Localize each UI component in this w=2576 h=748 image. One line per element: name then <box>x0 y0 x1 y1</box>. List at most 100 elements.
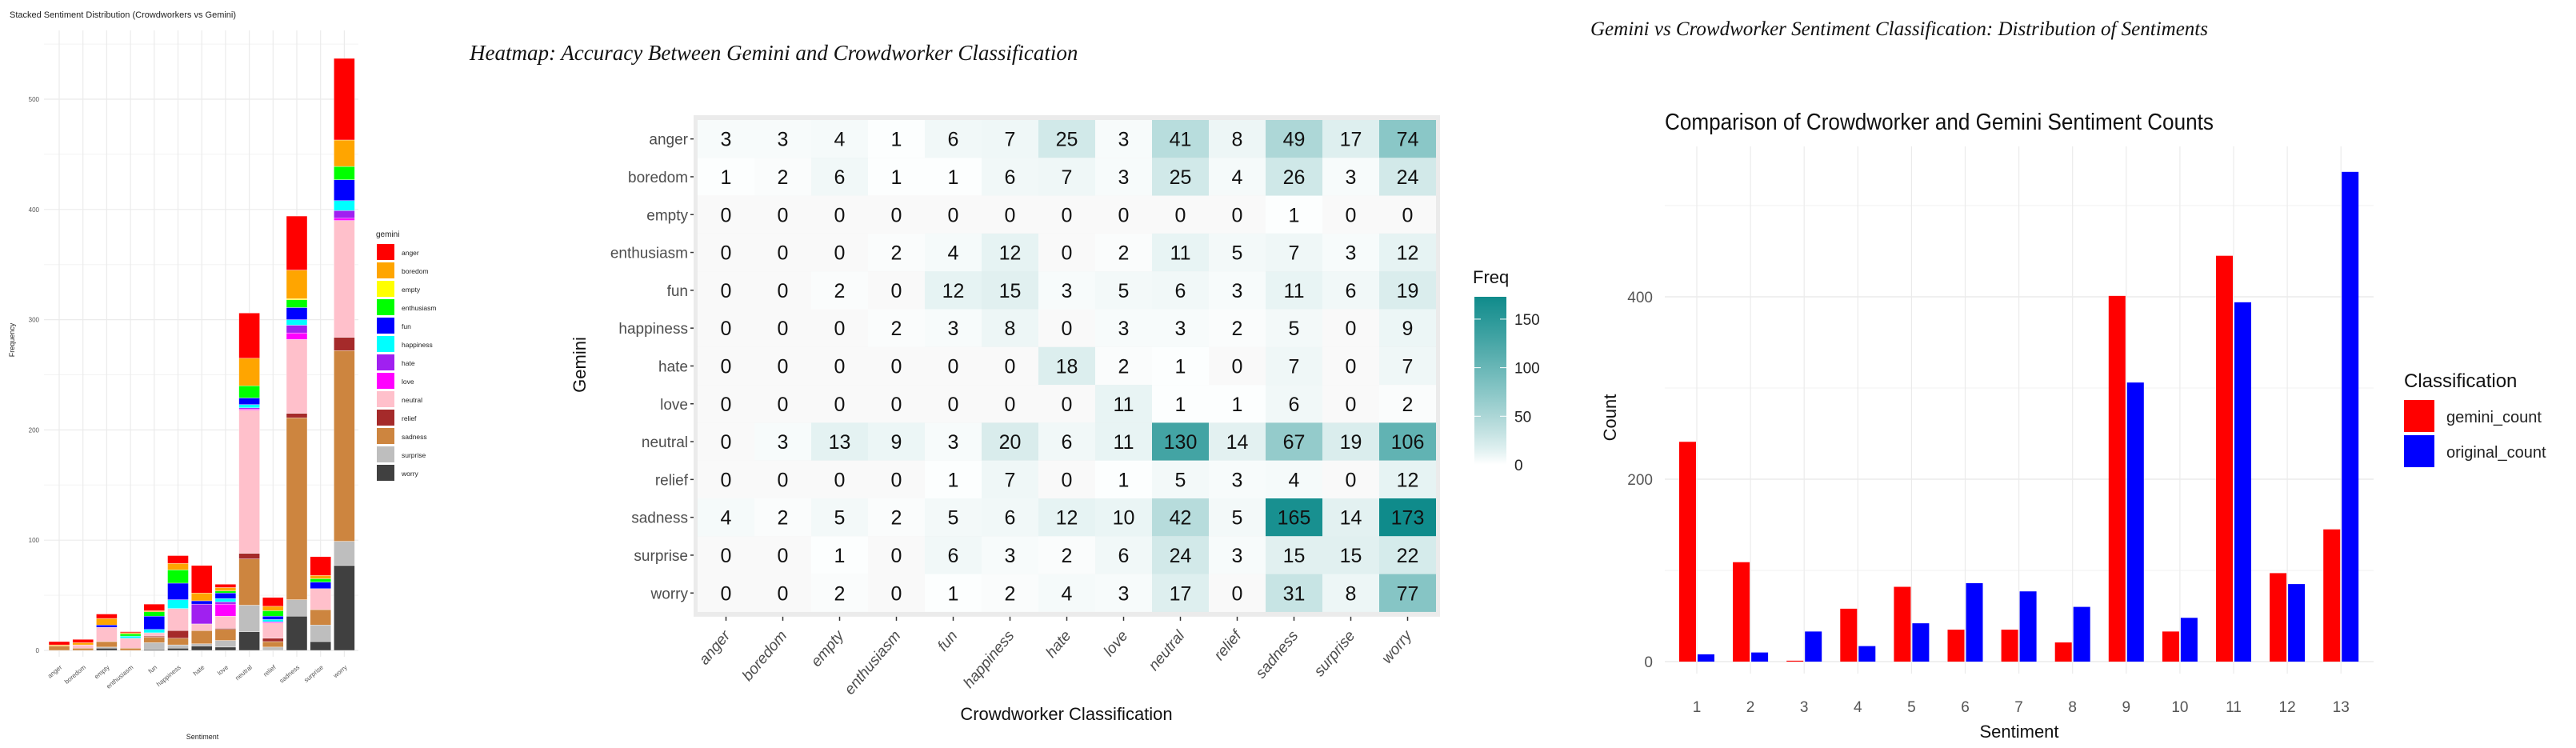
cell-value: 8 <box>1005 318 1016 340</box>
y-tick-label: enthusiasm <box>610 246 688 262</box>
cell-value: 0 <box>834 394 846 416</box>
cell-value: 5 <box>948 507 959 530</box>
cell-value: 4 <box>1232 166 1243 189</box>
heatmap-cell <box>1209 346 1266 386</box>
x-tick-label: happiness <box>155 664 182 688</box>
x-tick-label: 9 <box>2122 699 2131 716</box>
bar-segment-sadness <box>286 418 308 600</box>
heatmap-cell <box>1266 536 1322 574</box>
bar-segment-enthusiasm <box>214 590 237 594</box>
heatmap-cell <box>754 271 811 310</box>
heatmap-cell <box>698 271 754 310</box>
heatmap-cell <box>754 536 811 574</box>
cell-value: 0 <box>778 318 789 340</box>
cell-value: 26 <box>1283 166 1306 189</box>
bar-original_count <box>2073 606 2090 662</box>
cell-value: 0 <box>891 355 902 378</box>
cell-value: 74 <box>1397 129 1419 151</box>
y-tick-label: boredom <box>628 170 688 186</box>
bar-segment-neutral <box>214 616 237 629</box>
cell-value: 3 <box>1346 242 1357 265</box>
bar-segment-happiness <box>262 619 284 622</box>
heatmap-cell <box>982 385 1038 423</box>
cell-value: 11 <box>1284 280 1305 302</box>
bar-segment-boredom <box>262 606 284 611</box>
heatmap-cell <box>1095 309 1152 347</box>
heatmap-cell <box>811 195 868 234</box>
legend-label: neutral <box>402 396 422 404</box>
cell-value: 25 <box>1170 166 1192 189</box>
bar-segment-surprise <box>214 640 237 648</box>
cell-value: 11 <box>1114 394 1134 416</box>
x-tick-label: 5 <box>1907 699 1916 716</box>
bar-segment-surprise <box>167 644 189 649</box>
bar-original_count <box>1966 582 1983 662</box>
cell-value: 4 <box>1289 469 1300 491</box>
cell-value: 14 <box>1226 431 1249 454</box>
heatmap-cell <box>1095 271 1152 310</box>
cell-value: 9 <box>891 431 902 454</box>
bar-segment-sadness <box>48 646 70 651</box>
heatmap-cell <box>1095 120 1152 158</box>
bar-segment-happiness <box>119 635 142 639</box>
heatmap-cell <box>754 346 811 386</box>
cell-value: 7 <box>1289 355 1300 378</box>
heatmap-cell <box>754 120 811 158</box>
legend-label: gemini_count <box>2446 409 2542 426</box>
cell-value: 77 <box>1397 582 1419 605</box>
bar-segment-surprise <box>96 646 118 649</box>
bar-segment-love <box>334 218 355 221</box>
heatmap-cell <box>1322 309 1379 347</box>
cell-value: 0 <box>1346 355 1357 378</box>
cell-value: 17 <box>1170 582 1192 605</box>
heatmap-cell <box>1038 120 1095 158</box>
cell-value: 0 <box>721 582 732 605</box>
heatmap-cell <box>1038 309 1095 347</box>
legend-key-original_count <box>2404 435 2434 467</box>
bar-segment-fun <box>286 307 308 320</box>
cell-value: 6 <box>1289 394 1300 416</box>
bar-segment-neutral <box>167 608 189 631</box>
x-tick-label: surprise <box>1311 628 1359 680</box>
legend-key-love <box>377 373 394 389</box>
heatmap-cell <box>1095 195 1152 234</box>
bar-original_count <box>2019 591 2037 662</box>
bar-segment-surprise <box>310 625 331 642</box>
heatmap-cell <box>1095 233 1152 272</box>
bar-segment-boredom <box>96 618 118 626</box>
heatmap-cell <box>925 422 982 461</box>
cell-value: 2 <box>1118 242 1130 265</box>
cell-value: 31 <box>1283 582 1306 605</box>
x-tick-label: sadness <box>278 664 302 685</box>
cell-value: 2 <box>891 318 902 340</box>
legend-key-happiness <box>377 336 394 352</box>
x-tick-label: empty <box>808 626 848 670</box>
cell-value: 18 <box>1056 355 1078 378</box>
cell-value: 7 <box>1062 166 1073 189</box>
heatmap-cell <box>1322 158 1379 196</box>
bar-segment-surprise <box>286 599 308 617</box>
chart-title: Stacked Sentiment Distribution (Crowdwor… <box>10 10 236 20</box>
bar-segment-anger <box>262 597 284 607</box>
cell-value: 0 <box>1346 469 1357 491</box>
bar-segment-love <box>214 603 237 617</box>
legend-key-fun <box>377 318 394 334</box>
heatmap-cell <box>1038 195 1095 234</box>
cell-value: 2 <box>891 507 902 530</box>
heatmap-cell <box>868 422 925 461</box>
bar-segment-anger <box>334 58 355 141</box>
heatmap-cell <box>1095 346 1152 386</box>
y-tick-label: fun <box>667 283 688 300</box>
cell-value: 3 <box>1346 166 1357 189</box>
legend-label: anger <box>402 249 419 257</box>
bar-original_count <box>1805 631 1822 662</box>
cell-value: 0 <box>891 469 902 491</box>
y-tick-label: sadness <box>631 510 688 527</box>
cell-value: 3 <box>1118 582 1130 605</box>
cell-value: 2 <box>1005 582 1016 605</box>
cell-value: 17 <box>1340 129 1362 151</box>
cell-value: 3 <box>1175 318 1186 340</box>
heatmap-cell <box>811 158 868 196</box>
bar-gemini_count <box>2162 631 2179 662</box>
bar-original_count <box>2342 171 2359 662</box>
